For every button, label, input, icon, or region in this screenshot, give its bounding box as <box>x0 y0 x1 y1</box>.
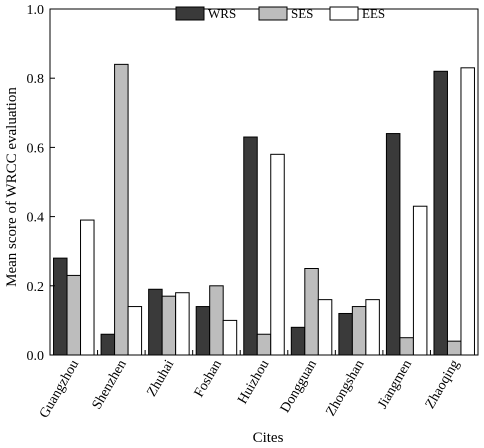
bar-ses-jiangmen <box>399 337 414 356</box>
bar-ees-dongguan <box>317 299 333 356</box>
y-axis-label: Mean score of WRCC evaluation <box>4 87 20 287</box>
y-tick-label: 0.0 <box>27 349 45 364</box>
bar-wrs-shenzhen <box>100 333 116 356</box>
y-tick-label: 0.6 <box>27 141 45 156</box>
x-tick-label: Zhaoqing <box>423 358 463 412</box>
y-tick-label: 1.0 <box>27 3 45 18</box>
bar-ees-zhongshan <box>365 299 380 356</box>
bar-ees-zhuhai <box>175 292 190 356</box>
bars-group <box>53 63 475 356</box>
bar-wrs-foshan <box>195 306 211 356</box>
legend-swatch-ses <box>258 6 288 21</box>
bar-wrs-huizhou <box>243 136 258 356</box>
bar-ses-dongguan <box>304 268 319 356</box>
x-tick-label: Shenzhen <box>90 358 130 413</box>
bar-wrs-jiangmen <box>385 133 401 356</box>
legend-swatch-wrs <box>175 6 205 21</box>
legend-label-ses: SES <box>291 6 313 21</box>
bar-ses-foshan <box>209 285 224 356</box>
bar-ses-shenzhen <box>114 63 129 356</box>
legend-label-wrs: WRS <box>208 6 236 21</box>
legend-swatch-ees <box>329 6 359 21</box>
x-tick-label: Zhuhai <box>145 357 178 399</box>
x-tick-label: Zhongshan <box>323 358 367 419</box>
bar-ees-foshan <box>222 319 238 356</box>
legend-label-ees: EES <box>362 6 385 21</box>
bar-wrs-guangzhou <box>53 257 68 356</box>
y-axis-ticks: 0.0 0.2 0.4 0.6 0.8 1.0 <box>27 3 55 364</box>
bar-ses-huizhou <box>256 333 272 356</box>
bar-ees-huizhou <box>270 153 285 356</box>
x-tick-label: Foshan <box>192 358 225 401</box>
bar-ees-zhaoqing <box>460 67 475 356</box>
legend: WRS SES EES <box>175 6 385 21</box>
y-tick-label: 0.4 <box>27 211 45 226</box>
x-axis-ticks: Guangzhou Shenzhen Zhuhai Foshan Huizhou Dong… <box>37 350 463 421</box>
x-tick-label: Huizhou <box>235 358 272 407</box>
bar-ees-jiangmen <box>412 205 428 356</box>
bar-ses-zhaoqing <box>446 340 462 356</box>
x-axis-label: Cites <box>253 430 284 446</box>
bar-ees-shenzhen <box>127 306 143 356</box>
bar-ses-zhongshan <box>351 306 367 356</box>
bar-wrs-zhaoqing <box>433 70 448 356</box>
bar-wrs-zhongshan <box>338 312 353 356</box>
x-tick-label: Guangzhou <box>37 358 82 421</box>
x-tick-label: Dongguan <box>278 358 320 416</box>
y-tick-label: 0.2 <box>27 280 45 295</box>
bar-wrs-zhuhai <box>148 288 163 356</box>
bar-wrs-dongguan <box>290 326 306 356</box>
bar-ees-guangzhou <box>80 219 95 356</box>
x-tick-label: Jiangmen <box>375 358 415 412</box>
y-tick-label: 0.8 <box>27 72 45 87</box>
bar-ses-guangzhou <box>66 274 82 356</box>
bar-ses-zhuhai <box>161 295 177 356</box>
